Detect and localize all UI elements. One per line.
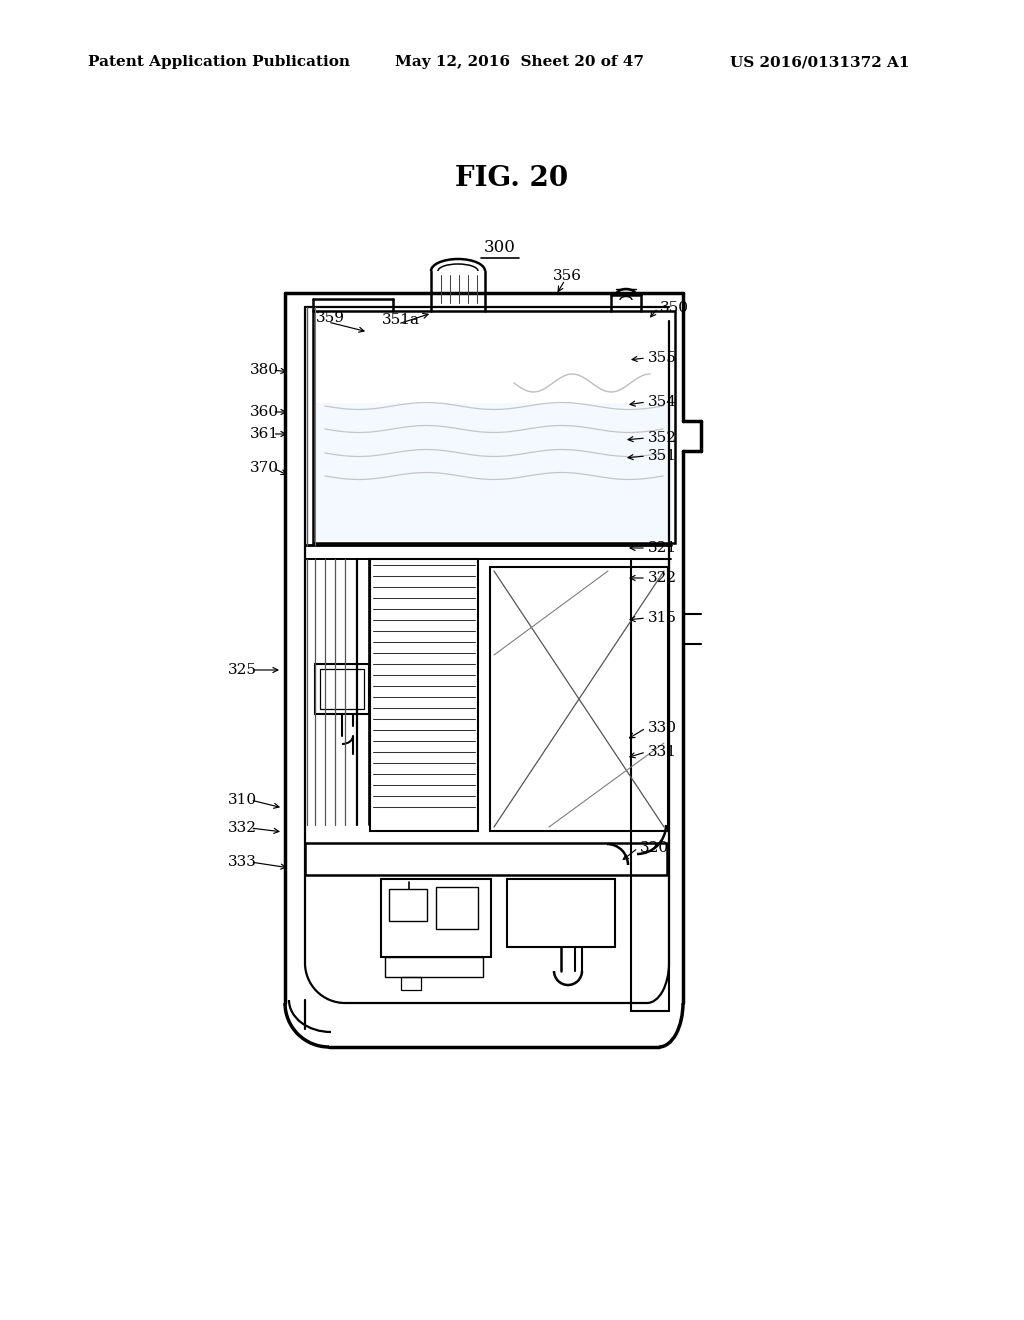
Bar [316, 403, 672, 540]
Text: 350: 350 [660, 301, 689, 315]
Text: 356: 356 [553, 269, 582, 282]
Text: 332: 332 [228, 821, 257, 836]
Bar [385, 957, 483, 977]
Text: 355: 355 [648, 351, 677, 366]
Bar [370, 558, 478, 832]
Bar [381, 879, 490, 957]
Text: US 2016/0131372 A1: US 2016/0131372 A1 [730, 55, 909, 69]
Text: 331: 331 [648, 744, 677, 759]
Bar [305, 843, 667, 875]
Text: 354: 354 [648, 395, 677, 409]
Text: 325: 325 [228, 663, 257, 677]
Bar [315, 664, 369, 714]
Bar [401, 977, 421, 990]
Bar [631, 558, 669, 1011]
Text: 351: 351 [648, 449, 677, 463]
Text: 361: 361 [250, 426, 280, 441]
Bar [436, 887, 478, 929]
Bar [319, 669, 364, 709]
Text: 360: 360 [250, 405, 280, 418]
Bar [389, 888, 427, 921]
Text: 330: 330 [648, 721, 677, 735]
Text: 370: 370 [250, 461, 279, 475]
Text: 321: 321 [648, 541, 677, 554]
Bar [313, 312, 675, 543]
Text: 310: 310 [228, 793, 257, 807]
Text: 333: 333 [228, 855, 257, 869]
Text: 300: 300 [484, 239, 516, 256]
Text: 315: 315 [648, 611, 677, 624]
Text: 322: 322 [648, 572, 677, 585]
Text: 320: 320 [640, 841, 669, 855]
Text: Patent Application Publication: Patent Application Publication [88, 55, 350, 69]
Text: 359: 359 [316, 312, 345, 325]
Text: May 12, 2016  Sheet 20 of 47: May 12, 2016 Sheet 20 of 47 [395, 55, 644, 69]
Text: FIG. 20: FIG. 20 [456, 165, 568, 191]
Text: 380: 380 [250, 363, 279, 378]
Text: 351a: 351a [382, 313, 420, 327]
Text: 352: 352 [648, 432, 677, 445]
Bar [490, 568, 668, 832]
Bar [507, 879, 615, 946]
